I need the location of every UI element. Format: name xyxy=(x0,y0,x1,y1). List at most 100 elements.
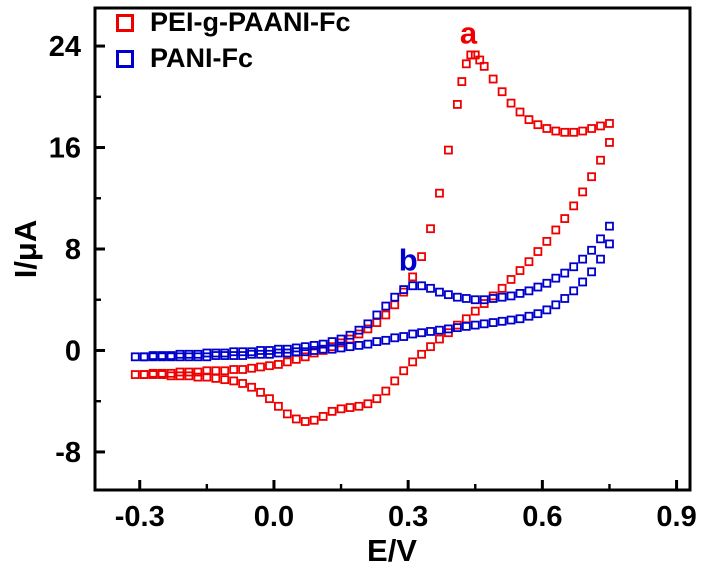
data-point xyxy=(408,281,418,291)
data-point xyxy=(175,371,185,381)
data-point xyxy=(300,352,310,362)
x-axis-ticks xyxy=(138,480,679,490)
data-point xyxy=(265,394,274,404)
data-point xyxy=(274,401,283,411)
data-point xyxy=(578,126,588,136)
data-point xyxy=(524,286,534,296)
data-point xyxy=(354,340,364,350)
data-point xyxy=(345,330,355,340)
data-point xyxy=(488,294,498,303)
axis-frame xyxy=(93,6,692,492)
x-tick-label: 0.0 xyxy=(254,501,294,533)
data-point xyxy=(327,406,337,416)
data-point xyxy=(515,107,525,117)
data-point xyxy=(282,409,292,419)
data-point xyxy=(345,342,355,352)
data-point xyxy=(488,74,498,84)
data-point xyxy=(193,372,203,382)
data-point xyxy=(372,337,382,346)
data-point xyxy=(220,348,230,358)
data-point xyxy=(435,188,444,198)
data-point xyxy=(596,155,605,165)
data-point xyxy=(444,145,453,155)
data-point xyxy=(461,321,471,331)
data-point xyxy=(390,292,400,302)
data-point xyxy=(274,348,283,358)
data-point xyxy=(148,370,158,379)
y-tick-label: 0 xyxy=(65,335,81,367)
data-point xyxy=(466,50,476,60)
data-point xyxy=(551,300,561,310)
data-point xyxy=(426,327,435,336)
data-point xyxy=(354,401,364,411)
data-point xyxy=(318,339,328,349)
data-point xyxy=(497,283,507,293)
data-point xyxy=(166,352,176,362)
data-point xyxy=(211,366,221,376)
data-point xyxy=(479,61,489,71)
data-point xyxy=(193,352,203,362)
data-point xyxy=(506,275,516,284)
x-axis-label: E/V xyxy=(367,533,417,568)
data-point xyxy=(426,342,435,352)
data-point xyxy=(533,247,543,256)
data-point xyxy=(551,273,561,283)
data-point xyxy=(399,366,409,376)
data-point xyxy=(139,370,149,379)
data-point xyxy=(247,363,256,373)
data-point xyxy=(461,314,471,324)
data-point xyxy=(569,262,579,272)
data-point xyxy=(202,352,212,362)
data-point xyxy=(542,124,552,133)
data-point xyxy=(309,415,319,425)
data-point xyxy=(291,414,301,424)
x-tick-label: 0.6 xyxy=(522,501,562,533)
data-point xyxy=(354,325,364,335)
data-point xyxy=(488,291,498,301)
data-point xyxy=(381,301,391,311)
data-point xyxy=(470,320,480,330)
data-point xyxy=(229,351,239,360)
data-point xyxy=(363,399,373,409)
annotation-a: a xyxy=(460,16,478,51)
data-point xyxy=(560,214,570,223)
data-point xyxy=(506,315,516,325)
data-point xyxy=(238,365,248,374)
data-point xyxy=(318,344,328,354)
data-point xyxy=(256,362,265,372)
data-point xyxy=(596,121,605,131)
data-point xyxy=(345,403,355,412)
data-point xyxy=(372,310,382,320)
data-point xyxy=(336,334,346,344)
data-point xyxy=(605,221,614,231)
legend-label: PANI-Fc xyxy=(150,42,254,73)
data-point xyxy=(175,349,185,359)
data-point xyxy=(139,352,149,362)
data-point xyxy=(309,348,319,358)
data-point xyxy=(274,360,283,369)
data-point xyxy=(291,347,301,357)
y-tick-label: -8 xyxy=(55,437,81,469)
y-tick-label: 24 xyxy=(49,31,81,63)
x-tick-label: 0.9 xyxy=(656,501,696,533)
data-point xyxy=(569,201,579,211)
data-point xyxy=(578,254,588,264)
data-point xyxy=(390,376,400,386)
data-point xyxy=(497,87,507,97)
data-point xyxy=(238,351,248,360)
data-point xyxy=(220,375,230,385)
data-point xyxy=(475,55,485,65)
data-point xyxy=(605,119,614,128)
y-axis-label: I/μA xyxy=(8,219,43,279)
data-point xyxy=(578,277,588,287)
data-point xyxy=(300,342,310,352)
y-tick-label: 8 xyxy=(65,234,81,266)
data-point xyxy=(470,306,480,316)
data-point xyxy=(193,349,203,359)
legend: PEI-g-PAANI-Fc PANI-Fc xyxy=(116,7,351,74)
data-point xyxy=(587,124,596,133)
data-point xyxy=(256,387,265,397)
legend-label: PEI-g-PAANI-Fc xyxy=(150,7,351,37)
legend-item-pani-fc: PANI-Fc xyxy=(116,42,351,74)
